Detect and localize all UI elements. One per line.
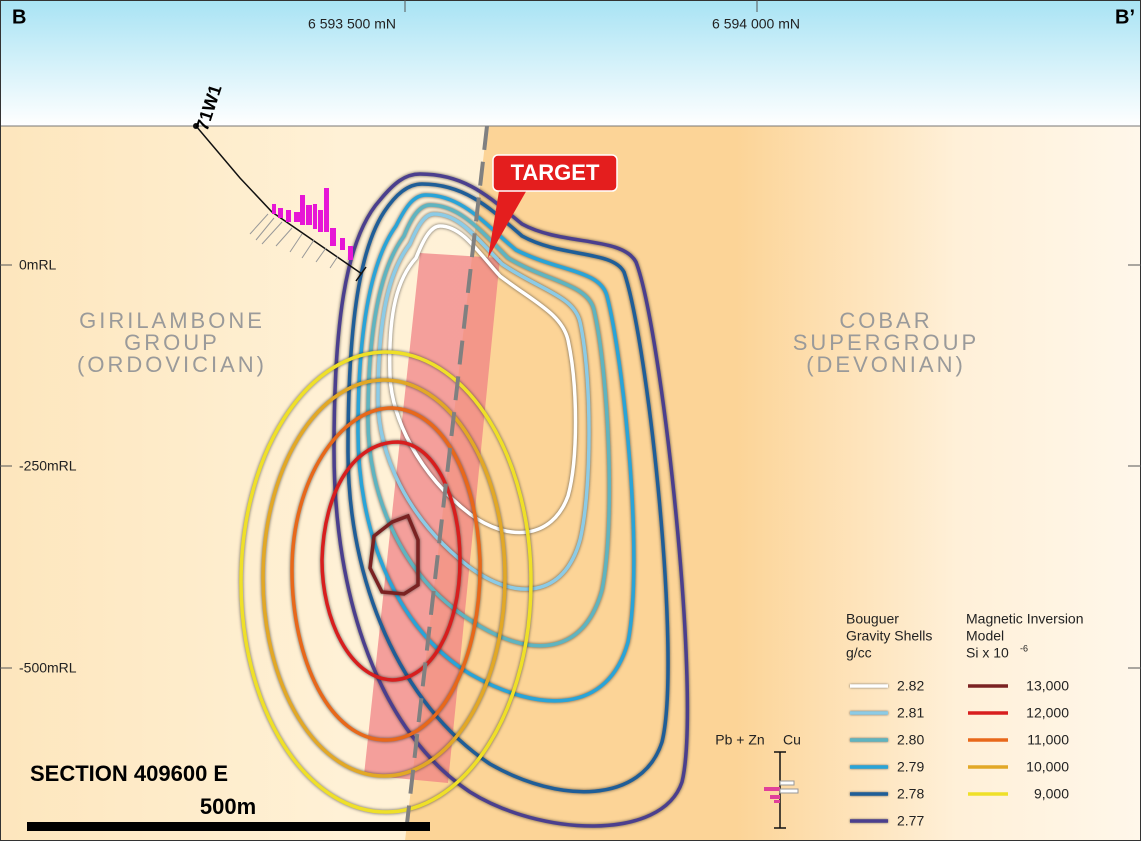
unit-label: SUPERGROUP: [793, 330, 979, 355]
legend-label: 2.79: [897, 759, 924, 775]
legend-title: Model: [966, 628, 1004, 644]
legend-title: Bouguer: [846, 611, 899, 627]
legend-title: Magnetic Inversion: [966, 611, 1084, 627]
legend-label: 2.82: [897, 678, 924, 694]
northing-label: 6 593 500 mN: [308, 16, 396, 32]
legend-label: 11,000: [1027, 732, 1069, 748]
fault: [403, 125, 489, 841]
target-pointer: [488, 185, 528, 258]
assay-label: Cu: [783, 732, 801, 748]
drillhole: [193, 123, 367, 282]
unit-label: (ORDOVICIAN): [77, 352, 267, 377]
legend-title: Gravity Shells: [846, 628, 932, 644]
assay-label: Pb + Zn: [715, 732, 764, 748]
legend-title: Si x 10: [966, 645, 1009, 661]
section-title: SECTION 409600 E: [30, 761, 228, 786]
target-callout: [492, 154, 618, 192]
assay-key: [764, 751, 799, 829]
target-label: TARGET: [511, 160, 600, 185]
scale-label: 500m: [200, 794, 256, 819]
unit-label: (DEVONIAN): [806, 352, 966, 377]
magnetic-shells: [239, 350, 533, 814]
legend-label: 9,000: [1034, 786, 1069, 802]
unit-label: GROUP: [124, 330, 220, 355]
legend-label: 13,000: [1026, 678, 1069, 694]
legend-exponent: -6: [1020, 643, 1028, 653]
unit-label: COBAR: [839, 308, 932, 333]
sky: [0, 0, 1141, 126]
level-label: -250mRL: [19, 458, 77, 474]
gravity-shells: [332, 172, 690, 828]
section-end-right: B’: [1115, 6, 1135, 28]
legend-label: 2.77: [897, 813, 924, 829]
section-end-left: B: [12, 6, 26, 28]
cobar-area: [405, 126, 1141, 841]
legend-label: 2.78: [897, 786, 924, 802]
target-zone: [364, 253, 500, 783]
scale-bar: [27, 822, 430, 831]
legend-label: 10,000: [1026, 759, 1069, 775]
legend-label: 2.80: [897, 732, 924, 748]
legend: Bouguer Gravity Shells g/cc Magnetic Inv…: [846, 611, 1084, 829]
level-label: -500mRL: [19, 660, 77, 676]
level-label: 0mRL: [19, 257, 57, 273]
unit-label: GIRILAMBONE: [79, 308, 265, 333]
legend-label: 2.81: [897, 705, 924, 721]
northing-label: 6 594 000 mN: [712, 16, 800, 32]
axis-ticks: [0, 0, 1141, 669]
legend-title: g/cc: [846, 645, 872, 661]
legend-label: 12,000: [1026, 705, 1069, 721]
